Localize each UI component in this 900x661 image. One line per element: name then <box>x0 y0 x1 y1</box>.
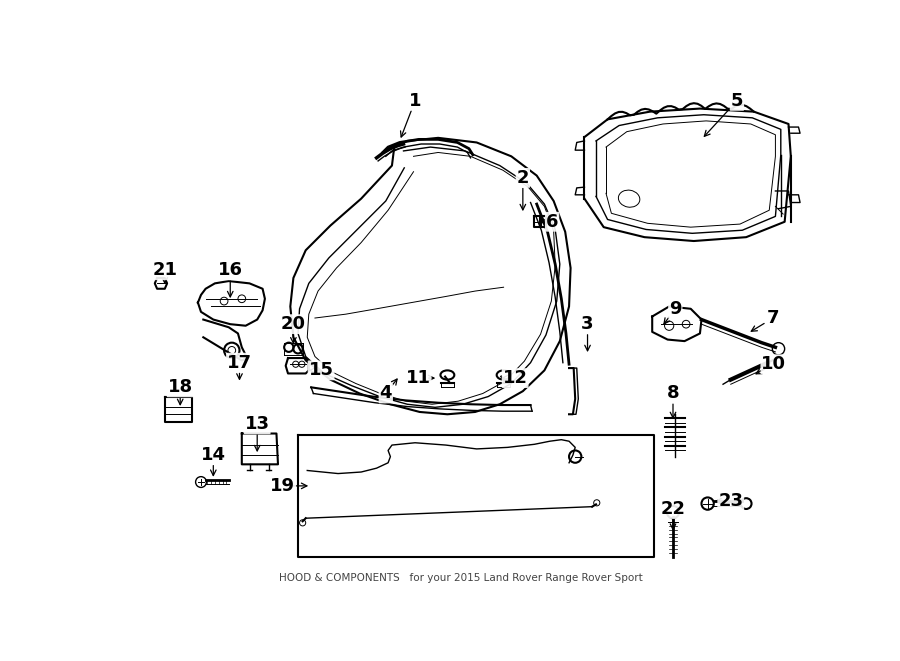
Text: 13: 13 <box>245 415 270 433</box>
Text: 18: 18 <box>167 378 193 397</box>
Text: 6: 6 <box>546 213 558 231</box>
Text: HOOD & COMPONENTS   for your 2015 Land Rover Range Rover Sport: HOOD & COMPONENTS for your 2015 Land Rov… <box>279 573 644 583</box>
Text: 12: 12 <box>503 369 527 387</box>
Text: 2: 2 <box>517 169 529 187</box>
Text: 10: 10 <box>761 355 787 373</box>
Text: 15: 15 <box>309 362 334 379</box>
Text: 14: 14 <box>201 446 226 464</box>
Text: 9: 9 <box>669 300 681 318</box>
Text: 4: 4 <box>380 385 392 403</box>
Text: 21: 21 <box>152 261 177 280</box>
Text: 7: 7 <box>767 309 779 327</box>
Text: 3: 3 <box>581 315 594 333</box>
Text: 1: 1 <box>409 92 421 110</box>
Text: 22: 22 <box>661 500 686 518</box>
Text: 16: 16 <box>218 261 243 280</box>
Text: 5: 5 <box>731 92 743 110</box>
Text: 8: 8 <box>667 385 680 403</box>
Text: 20: 20 <box>281 315 306 333</box>
Text: 23: 23 <box>718 492 743 510</box>
Text: 19: 19 <box>270 477 295 495</box>
Text: 11: 11 <box>406 369 430 387</box>
Text: 17: 17 <box>227 354 252 371</box>
